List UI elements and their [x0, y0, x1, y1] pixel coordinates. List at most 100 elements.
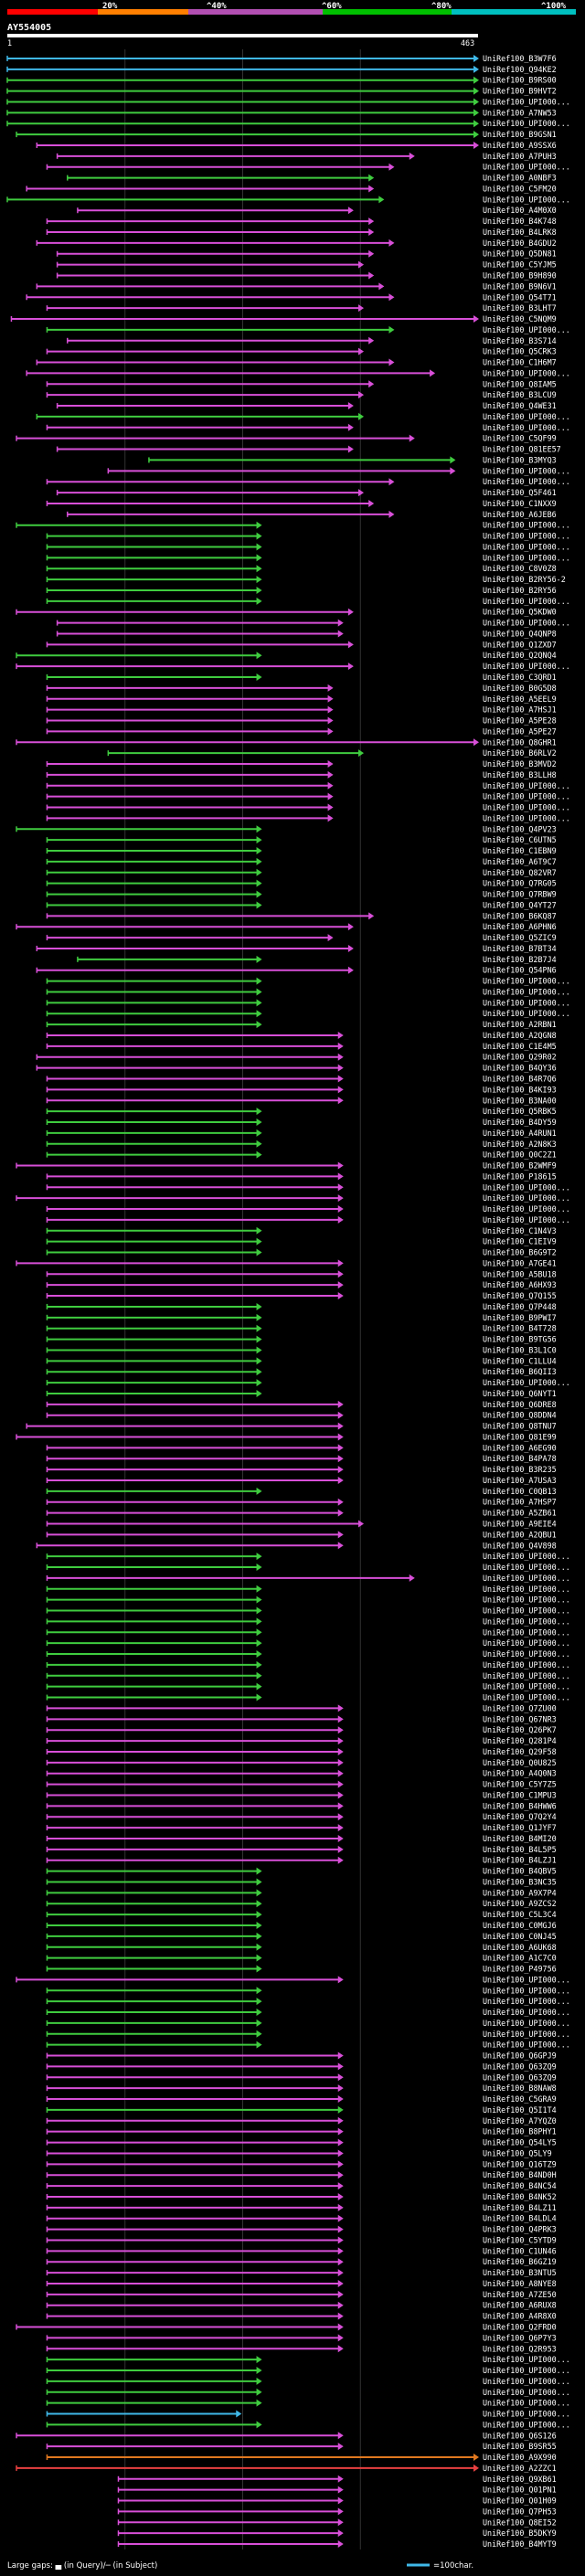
hit-row[interactable]: UniRef100_B4L5P5: [46, 1845, 557, 1854]
hit-label[interactable]: UniRef100_A6RUX8: [483, 2301, 557, 2310]
hit-row[interactable]: UniRef100_A7GE41: [16, 1258, 557, 1267]
hit-label[interactable]: UniRef100_Q5CRK3: [483, 347, 557, 356]
hit-row[interactable]: UniRef100_C6UTN5: [46, 835, 557, 844]
hit-label[interactable]: UniRef100_A4RUN1: [483, 1129, 557, 1138]
hit-label[interactable]: UniRef100_C5NQM9: [483, 314, 557, 323]
hit-label[interactable]: UniRef100_Q7RBW9: [483, 890, 557, 899]
hit-label[interactable]: UniRef100_UPI000...: [483, 466, 570, 475]
hit-row[interactable]: UniRef100_UPI000...: [46, 1574, 570, 1583]
hit-row[interactable]: UniRef100_A2N8K3: [46, 1140, 557, 1149]
hit-label[interactable]: UniRef100_UPI000...: [483, 2388, 570, 2397]
hit-row[interactable]: UniRef100_B9GSN1: [16, 130, 557, 139]
hit-row[interactable]: UniRef100_UPI000...: [46, 477, 570, 486]
hit-row[interactable]: UniRef100_UPI000...: [46, 1693, 570, 1702]
hit-row[interactable]: UniRef100_Q29F58: [46, 1747, 557, 1756]
hit-label[interactable]: UniRef100_UPI000...: [483, 119, 570, 128]
hit-row[interactable]: UniRef100_UPI000...: [46, 813, 570, 822]
hit-row[interactable]: UniRef100_B5DKY9: [117, 2528, 557, 2538]
hit-row[interactable]: UniRef100_Q2R953: [46, 2344, 557, 2353]
hit-row[interactable]: UniRef100_UPI000...: [46, 781, 570, 790]
hit-row[interactable]: UniRef100_UPI000...: [46, 2388, 570, 2397]
hit-label[interactable]: UniRef100_Q281P4: [483, 1736, 557, 1745]
hit-label[interactable]: UniRef100_A6UK68: [483, 1943, 557, 1952]
hit-label[interactable]: UniRef100_Q54PN6: [483, 966, 557, 975]
hit-label[interactable]: UniRef100_UPI000...: [483, 1193, 570, 1203]
hit-row[interactable]: UniRef100_C1LLU4: [46, 1356, 557, 1365]
hit-label[interactable]: UniRef100_Q16TZ9: [483, 2159, 557, 2168]
hit-label[interactable]: UniRef100_B6QII3: [483, 1367, 557, 1376]
hit-label[interactable]: UniRef100_B4DY59: [483, 1118, 557, 1127]
hit-row[interactable]: UniRef100_A6HX93: [46, 1280, 557, 1289]
hit-row[interactable]: UniRef100_A6T9C7: [46, 857, 557, 866]
hit-label[interactable]: UniRef100_UPI000...: [483, 1986, 570, 1995]
hit-row[interactable]: UniRef100_UPI000...: [46, 1682, 570, 1691]
hit-row[interactable]: UniRef100_Q4PV23: [16, 824, 557, 833]
hit-label[interactable]: UniRef100_Q2QNQ4: [483, 651, 557, 660]
hit-row[interactable]: UniRef100_Q63ZQ9: [46, 2072, 557, 2082]
hit-row[interactable]: UniRef100_UPI000...: [46, 2041, 570, 2050]
hit-label[interactable]: UniRef100_C0MGJ6: [483, 1921, 557, 1930]
hit-row[interactable]: UniRef100_UPI000...: [46, 1009, 570, 1018]
hit-label[interactable]: UniRef100_B0G5D8: [483, 684, 557, 693]
hit-label[interactable]: UniRef100_A9EIE4: [483, 1520, 557, 1529]
hit-label[interactable]: UniRef100_B9HVT2: [483, 87, 557, 96]
hit-label[interactable]: UniRef100_Q01PN1: [483, 2486, 557, 2495]
hit-label[interactable]: UniRef100_C5FM20: [483, 184, 557, 193]
hit-label[interactable]: UniRef100_B3MVD2: [483, 759, 557, 769]
hit-label[interactable]: UniRef100_UPI000...: [483, 412, 570, 421]
hit-label[interactable]: UniRef100_P49756: [483, 1965, 557, 1974]
hit-label[interactable]: UniRef100_A4M0X0: [483, 206, 557, 215]
hit-row[interactable]: UniRef100_UPI000...: [46, 325, 570, 334]
hit-label[interactable]: UniRef100_B4T728: [483, 1324, 557, 1333]
hit-row[interactable]: UniRef100_A4R8X0: [46, 2312, 557, 2321]
hit-row[interactable]: UniRef100_Q5I1T4: [46, 2105, 557, 2115]
hit-row[interactable]: UniRef100_Q7P448: [46, 1302, 557, 1311]
hit-row[interactable]: UniRef100_A6UK68: [46, 1943, 557, 1952]
hit-row[interactable]: UniRef100_B3LCU9: [46, 390, 557, 399]
hit-row[interactable]: UniRef100_A8NYE8: [46, 2279, 557, 2288]
hit-label[interactable]: UniRef100_B4LZJ1: [483, 1856, 557, 1865]
hit-row[interactable]: UniRef100_A5BU18: [46, 1269, 557, 1278]
hit-row[interactable]: UniRef100_Q6S126: [16, 2431, 557, 2440]
hit-label[interactable]: UniRef100_C1EBN9: [483, 846, 557, 855]
hit-label[interactable]: UniRef100_Q5LY9: [483, 2148, 552, 2157]
hit-label[interactable]: UniRef100_A4Q0N3: [483, 1769, 557, 1778]
hit-label[interactable]: UniRef100_B3MYQ3: [483, 455, 557, 464]
hit-label[interactable]: UniRef100_UPI000...: [483, 1617, 570, 1626]
hit-row[interactable]: UniRef100_B4KI93: [46, 1085, 557, 1094]
hit-label[interactable]: UniRef100_C1H6M7: [483, 358, 557, 367]
hit-label[interactable]: UniRef100_C8V0Z8: [483, 564, 557, 573]
hit-row[interactable]: UniRef100_A9ZCS2: [46, 1899, 557, 1908]
hit-row[interactable]: UniRef100_UPI000...: [46, 532, 570, 541]
hit-label[interactable]: UniRef100_B3L1C0: [483, 1345, 557, 1354]
hit-label[interactable]: UniRef100_UPI000...: [483, 2366, 570, 2375]
hit-row[interactable]: UniRef100_A7USA3: [46, 1476, 557, 1485]
hit-row[interactable]: UniRef100_B3MVD2: [46, 759, 557, 769]
hit-label[interactable]: UniRef100_C1E4M5: [483, 1042, 557, 1051]
hit-label[interactable]: UniRef100_B9PWI7: [483, 1313, 557, 1322]
hit-label[interactable]: UniRef100_Q7RG05: [483, 879, 557, 888]
hit-label[interactable]: UniRef100_UPI000...: [483, 1649, 570, 1659]
hit-row[interactable]: UniRef100_UPI000...: [46, 1660, 570, 1670]
hit-row[interactable]: UniRef100_Q16TZ9: [46, 2159, 557, 2168]
hit-label[interactable]: UniRef100_Q29F58: [483, 1747, 557, 1756]
hit-label[interactable]: UniRef100_Q8DDN4: [483, 1411, 557, 1420]
hit-row[interactable]: UniRef100_B3LLH8: [46, 770, 557, 779]
hit-row[interactable]: UniRef100_UPI000...: [46, 998, 570, 1007]
hit-row[interactable]: UniRef100_UPI000...: [46, 1638, 570, 1648]
hit-label[interactable]: UniRef100_UPI000...: [483, 1693, 570, 1702]
hit-row[interactable]: UniRef100_B3NTU5: [46, 2268, 557, 2277]
hit-label[interactable]: UniRef100_A7ZE50: [483, 2290, 557, 2299]
hit-row[interactable]: UniRef100_Q54T71: [26, 292, 557, 302]
hit-label[interactable]: UniRef100_A6EG90: [483, 1443, 557, 1452]
hit-row[interactable]: UniRef100_A9X7P4: [46, 1888, 557, 1897]
hit-row[interactable]: UniRef100_C1H6M7: [36, 358, 557, 367]
hit-label[interactable]: UniRef100_UPI000...: [483, 619, 570, 628]
hit-row[interactable]: UniRef100_B9PWI7: [46, 1313, 557, 1322]
hit-row[interactable]: UniRef100_UPI000...: [46, 1204, 570, 1214]
hit-row[interactable]: UniRef100_UPI000...: [6, 119, 570, 128]
hit-label[interactable]: UniRef100_Q8TNU7: [483, 1422, 557, 1431]
hit-row[interactable]: UniRef100_C0NJ45: [46, 1932, 557, 1941]
hit-label[interactable]: UniRef100_Q7ZU00: [483, 1703, 557, 1712]
hit-label[interactable]: UniRef100_B4KI93: [483, 1085, 557, 1094]
